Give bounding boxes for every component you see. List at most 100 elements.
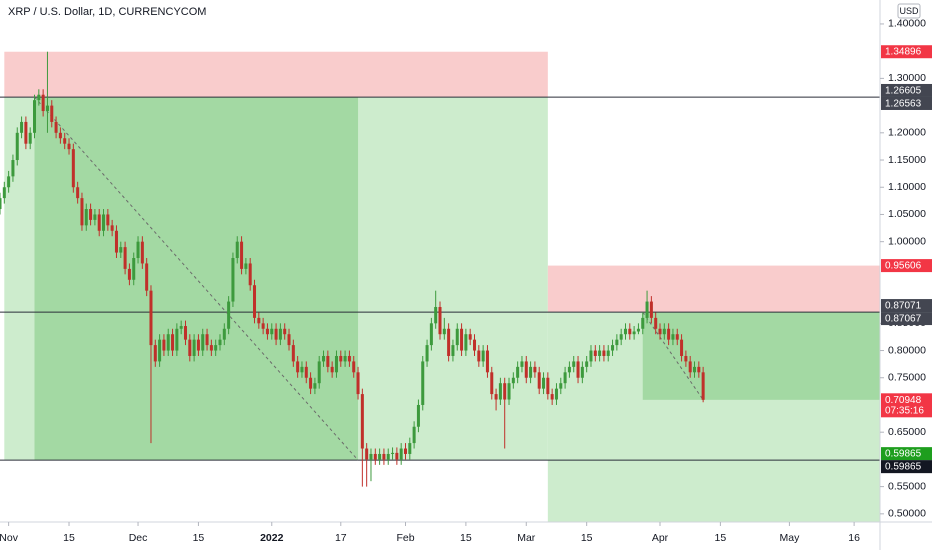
price-label: 0.87071 xyxy=(885,301,922,312)
candle-body xyxy=(494,394,498,400)
price-label-box xyxy=(881,45,932,59)
x-tick-label: Apr xyxy=(652,532,669,544)
candle-body xyxy=(382,453,386,460)
candle-body xyxy=(408,443,412,454)
candle-body xyxy=(58,132,62,139)
candle-body xyxy=(261,323,265,329)
countdown: 07:35:16 xyxy=(885,405,924,416)
y-tick-label: 1.10000 xyxy=(888,181,926,193)
candle-body xyxy=(171,334,175,351)
candle-body xyxy=(356,372,360,395)
candle-body xyxy=(97,214,101,231)
y-tick-label: 0.55000 xyxy=(888,480,926,492)
candle-body xyxy=(291,345,295,362)
candle-body xyxy=(473,339,477,351)
candle-body xyxy=(606,350,610,356)
price-label: 0.59865 xyxy=(885,449,922,460)
candle-body xyxy=(671,334,675,340)
x-tick-label: Feb xyxy=(396,532,414,544)
candle-body xyxy=(537,372,541,389)
price-label-box xyxy=(881,460,932,474)
currency-box[interactable] xyxy=(897,3,921,19)
candle-body xyxy=(283,328,287,335)
y-tick-label: 0.75000 xyxy=(888,372,926,384)
candle-body xyxy=(231,258,235,302)
candle-body xyxy=(192,339,196,356)
candle-body xyxy=(253,285,257,318)
loss-zone xyxy=(547,265,880,313)
candle-body xyxy=(623,328,627,335)
candle-body xyxy=(395,452,399,460)
candle-body xyxy=(641,317,645,329)
candle-body xyxy=(7,176,11,188)
candle-body xyxy=(464,334,468,351)
time-axis-bg xyxy=(0,522,932,550)
price-label: 1.26563 xyxy=(885,98,922,109)
candle-body xyxy=(438,306,442,335)
candle-body xyxy=(429,323,433,346)
candle-body xyxy=(602,350,606,356)
x-tick-label: May xyxy=(779,532,800,544)
candle-body xyxy=(378,453,382,460)
candle-body xyxy=(330,366,334,373)
candle-body xyxy=(296,361,300,373)
candle-body xyxy=(684,355,688,362)
candle-body xyxy=(278,328,282,340)
currency[interactable]: USD xyxy=(899,6,919,16)
candle-body xyxy=(667,328,671,340)
filled-zone xyxy=(642,312,880,400)
candle-body xyxy=(106,214,110,226)
candle-body xyxy=(334,355,338,373)
candle-body xyxy=(399,448,403,460)
candle-body xyxy=(119,247,123,253)
candle-body xyxy=(270,328,274,335)
x-tick-label: 16 xyxy=(848,532,860,544)
price-label-box xyxy=(881,447,932,461)
candle-body xyxy=(585,361,589,367)
candle-body xyxy=(451,345,455,356)
candle-body xyxy=(628,328,632,335)
candle-body xyxy=(41,94,45,112)
price-label: 0.59865 xyxy=(885,462,922,473)
x-tick-label: 15 xyxy=(460,532,472,544)
candles xyxy=(0,51,705,487)
y-tick-label: 1.00000 xyxy=(888,235,926,247)
candle-body xyxy=(688,361,692,373)
candle-body xyxy=(326,355,330,367)
candle-body xyxy=(645,301,649,318)
candle-body xyxy=(304,366,308,378)
candle-body xyxy=(265,328,269,335)
candle-body xyxy=(162,339,166,351)
candle-body xyxy=(373,453,377,460)
candle-body xyxy=(149,290,153,346)
price-label: 0.95606 xyxy=(885,261,922,272)
candle-body xyxy=(386,453,390,460)
candle-body xyxy=(347,355,351,362)
candle-body xyxy=(45,105,49,112)
candle-body xyxy=(576,361,580,378)
candle-body xyxy=(554,388,558,400)
candle-body xyxy=(503,383,507,400)
candle-body xyxy=(460,328,464,351)
candle-body xyxy=(20,121,24,133)
candle-body xyxy=(468,334,472,340)
position-zones xyxy=(0,51,880,522)
price-label-box xyxy=(881,312,932,326)
candle-body xyxy=(697,366,701,373)
price-label-box xyxy=(881,259,932,273)
candle-body xyxy=(240,241,244,269)
candle-body xyxy=(158,339,162,362)
y-tick-label: 0.50000 xyxy=(888,508,926,520)
candle-body xyxy=(102,214,106,231)
price-label-box xyxy=(881,83,932,97)
candle-body xyxy=(140,241,144,264)
candle-body xyxy=(421,361,425,405)
price-label: 1.26605 xyxy=(885,85,922,96)
candle-body xyxy=(589,350,593,362)
candle-body xyxy=(196,339,200,351)
candle-body xyxy=(636,328,640,332)
candle-body xyxy=(136,241,140,259)
candle-body xyxy=(490,372,494,395)
candle-body xyxy=(93,214,97,220)
